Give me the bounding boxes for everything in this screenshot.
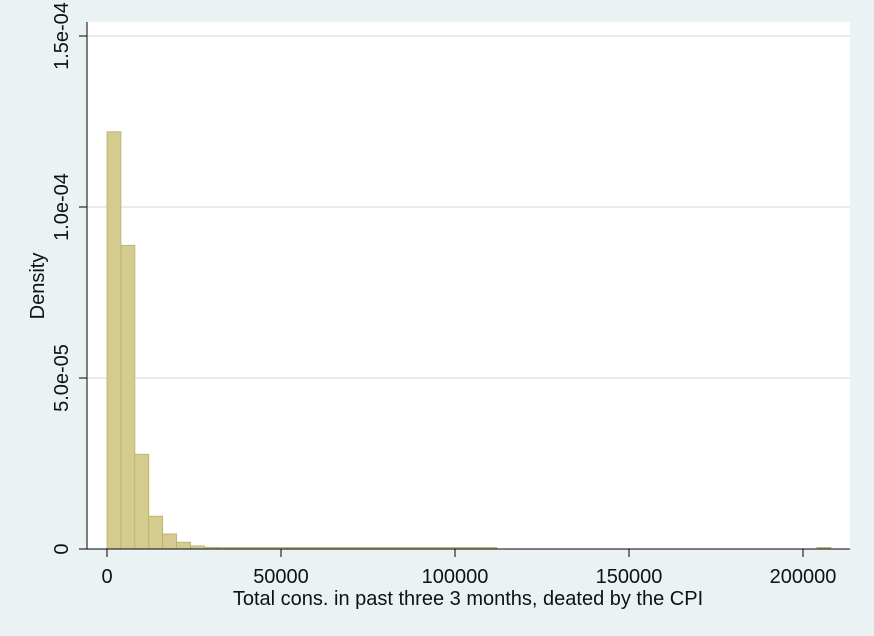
x-tick-label-4: 200000 (770, 566, 837, 588)
histogram-bar-4 (162, 533, 177, 550)
plot-area (87, 22, 850, 549)
x-tick-label-0: 0 (101, 566, 112, 588)
grid-lines (88, 35, 850, 379)
x-tick-label-1: 50000 (253, 566, 309, 588)
y-axis-ticks: 0 5.0e-05 1.0e-04 1.5e-04 (51, 2, 87, 555)
y-tick-label-0: 0 (51, 543, 73, 554)
x-tick-label-2: 100000 (422, 566, 489, 588)
y-axis-title: Density (27, 253, 49, 320)
histogram-bar-0 (106, 131, 122, 550)
y-tick-label-2: 1.0e-04 (51, 173, 73, 241)
histogram-bar-1 (120, 244, 136, 550)
x-axis-ticks: 0 50000 100000 150000 200000 (101, 549, 836, 588)
x-axis-title: Total cons. in past three 3 months, deat… (233, 588, 703, 610)
x-tick-label-3: 150000 (596, 566, 663, 588)
histogram-bar-2 (134, 453, 150, 550)
histogram-bar-3 (148, 515, 164, 550)
y-tick-label-3: 1.5e-04 (51, 2, 73, 70)
histogram-bars (106, 131, 832, 550)
histogram-bar-5 (176, 541, 191, 550)
y-tick-label-1: 5.0e-05 (51, 344, 73, 412)
